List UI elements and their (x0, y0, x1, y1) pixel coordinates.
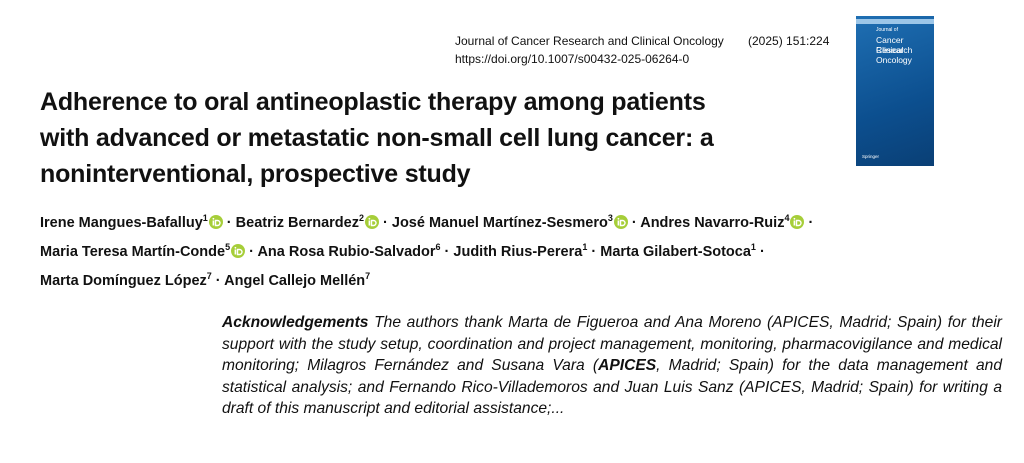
author-name: Judith Rius-Perera (453, 243, 583, 260)
author-line: Marta Domínguez López7 · Angel Callejo M… (40, 264, 813, 293)
affiliation-ref: 6 (435, 241, 441, 252)
doi[interactable]: https://doi.org/10.1007/s00432-025-06264… (455, 52, 690, 66)
article-title: Adherence to oral antineoplastic therapy… (40, 84, 714, 192)
author-line: Maria Teresa Martín-Conde5 · Ana Rosa Ru… (40, 235, 813, 264)
separator: · (587, 243, 601, 260)
separator: · (804, 214, 814, 231)
ack-text: The authors thank Marta de Figueroa and … (222, 314, 1002, 374)
author-list: Irene Mangues-Bafalluy1 · Beatriz Bernar… (40, 206, 813, 292)
author-name: Beatriz Bernardez (235, 214, 359, 231)
journal-name: Journal of Cancer Research and Clinical … (455, 34, 724, 48)
title-line: with advanced or metastatic non-small ce… (40, 124, 714, 152)
author-name: Andres Navarro-Ruiz (640, 214, 785, 231)
journal-cover: Journal of Cancer Research Clinical Onco… (856, 16, 934, 166)
separator: · (245, 243, 258, 260)
affiliation-ref: 1 (202, 213, 208, 223)
orcid-icon[interactable] (613, 214, 628, 229)
separator: · (222, 214, 236, 231)
affiliation-ref: 2 (358, 213, 364, 223)
ack-heading: Acknowledgements (222, 314, 369, 331)
cover-title: Clinical Oncology (876, 45, 912, 65)
author-name: Marta Domínguez López (40, 272, 207, 289)
separator: · (440, 243, 454, 260)
ack-text: , Madrid; Spain) for the data management… (222, 357, 1002, 417)
separator: · (378, 214, 392, 231)
author-name: Ana Rosa Rubio-Salvador (257, 243, 436, 260)
title-line: noninterventional, prospective study (40, 160, 471, 188)
cover-top: Journal of (876, 27, 898, 33)
cover-publisher: Springer (862, 154, 880, 159)
affiliation-ref: 7 (206, 270, 212, 281)
orcid-icon[interactable] (208, 214, 223, 229)
title-line: Adherence to oral antineoplastic therapy… (40, 88, 706, 116)
author-name: Maria Teresa Martín-Conde (40, 243, 226, 260)
affiliation-ref: 5 (225, 241, 231, 252)
author-name: Marta Gilabert-Sotoca (600, 243, 751, 260)
separator: · (627, 214, 641, 231)
orcid-icon[interactable] (364, 214, 379, 229)
affiliation-ref: 4 (784, 213, 790, 223)
affiliation-ref: 1 (582, 241, 588, 252)
acknowledgements: Acknowledgements The authors thank Marta… (222, 312, 1002, 420)
cover-band (856, 19, 934, 24)
ack-text: APICES (598, 357, 657, 374)
affiliation-ref: 7 (365, 270, 371, 281)
author-name: Irene Mangues-Bafalluy (40, 214, 203, 231)
author-name: Angel Callejo Mellén (224, 272, 366, 289)
author-name: José Manuel Martínez-Sesmero (391, 214, 608, 231)
separator: · (755, 243, 765, 260)
affiliation-ref: 1 (750, 241, 756, 252)
author-line: Irene Mangues-Bafalluy1 · Beatriz Bernar… (40, 206, 813, 235)
separator: · (211, 272, 225, 289)
orcid-icon[interactable] (231, 243, 246, 258)
orcid-icon[interactable] (790, 214, 805, 229)
affiliation-ref: 3 (607, 213, 613, 223)
citation: (2025) 151:224 (748, 34, 830, 48)
cover-title: Cancer Research (876, 35, 913, 55)
